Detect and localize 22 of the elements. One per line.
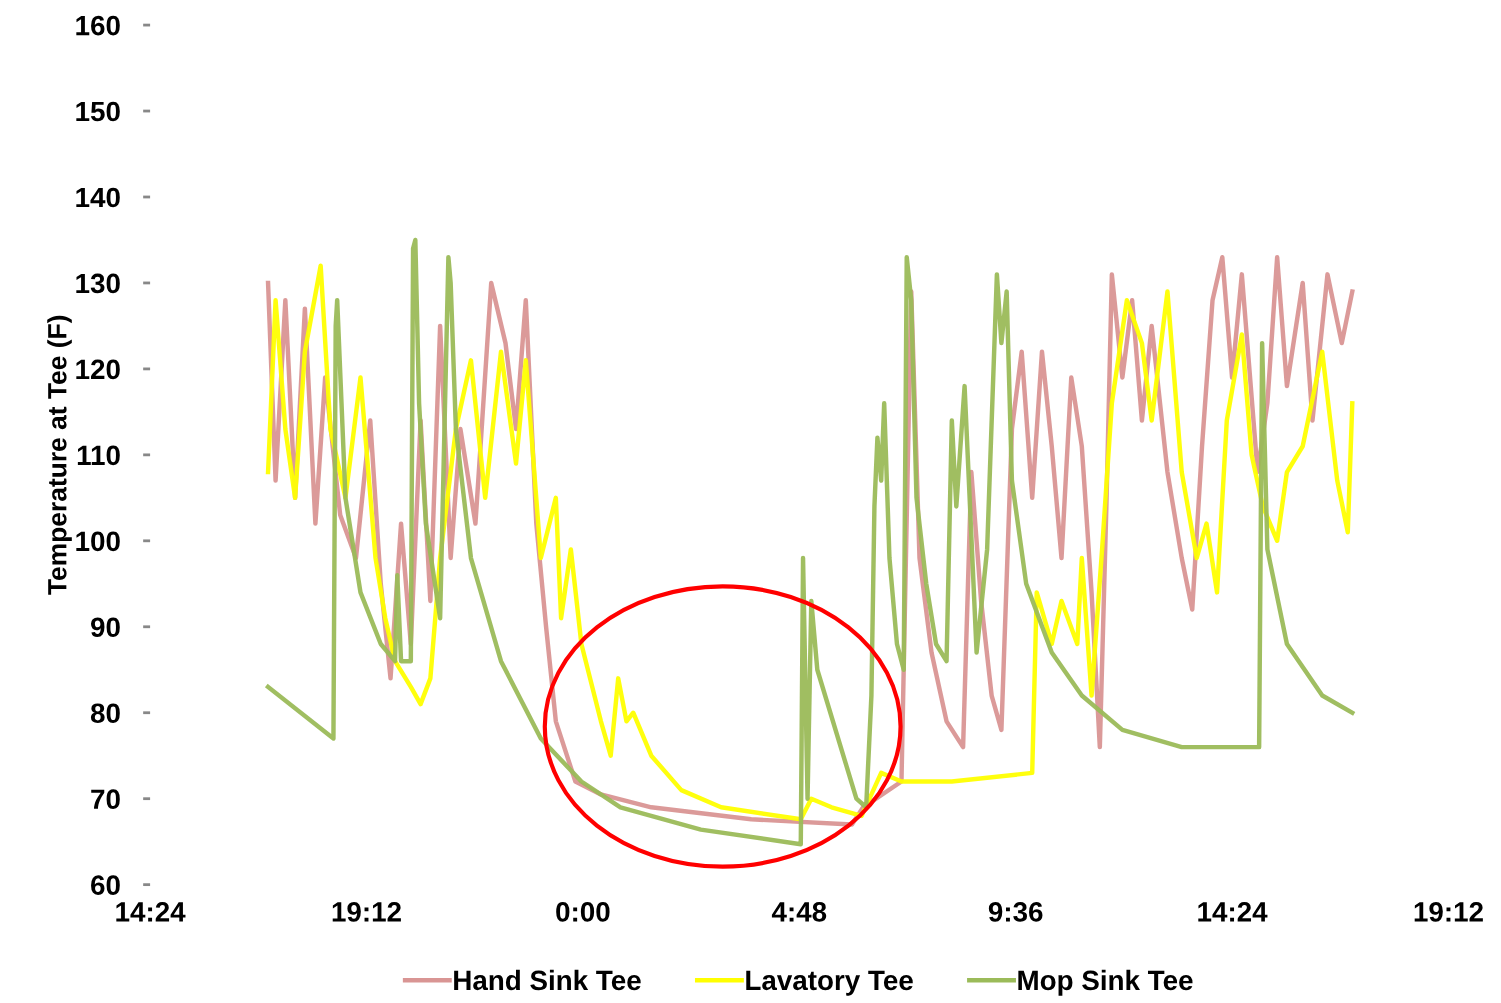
legend-label: Lavatory Tee [746, 970, 913, 996]
y-tick-label: 70 [91, 789, 120, 810]
y-tick-label: 100 [76, 531, 120, 552]
y-tick-label: 140 [76, 187, 120, 208]
y-tick-label: 160 [76, 15, 120, 36]
y-tick-label: 80 [90, 703, 120, 724]
x-tick-label: 19:12 [1414, 902, 1483, 922]
y-tick-label: 110 [77, 445, 120, 466]
y-tick-label: 90 [91, 617, 120, 638]
y-tick-label: 130 [76, 273, 120, 294]
legend-label: Mop Sink Tee [1018, 969, 1193, 996]
legend-label: Hand Sink Tee [454, 969, 641, 991]
y-tick-label: 120 [76, 359, 120, 380]
x-tick-label: 9:36 [988, 902, 1043, 922]
x-tick-label: 4:48 [771, 902, 827, 922]
x-tick-label: 19:12 [332, 902, 401, 922]
y-tick-label: 60 [91, 875, 120, 895]
y-axis-title: Temperature at Tee (F) [47, 315, 72, 595]
x-tick-label: 0:00 [556, 902, 610, 922]
y-tick-label: 150 [76, 101, 120, 122]
x-tick-label: 14:24 [1198, 902, 1268, 922]
x-tick-label: 14:24 [116, 902, 186, 922]
